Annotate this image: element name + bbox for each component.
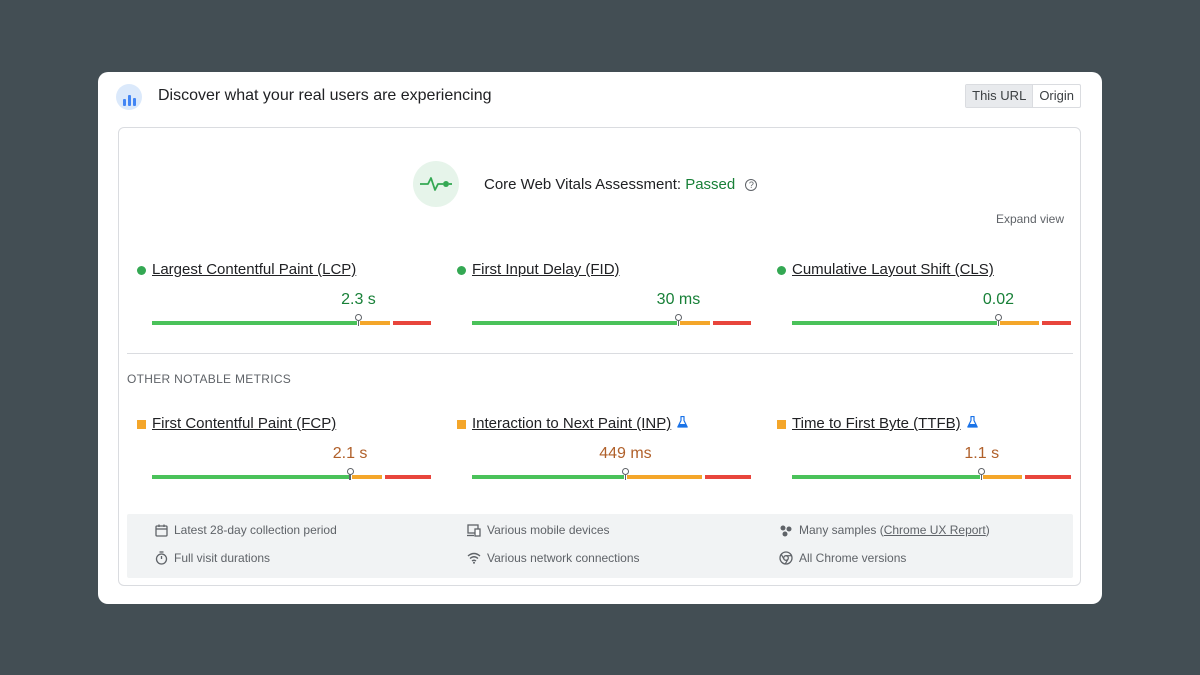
devices-icon xyxy=(467,523,481,537)
metric-value: 2.3 s xyxy=(341,291,376,308)
poor-segment xyxy=(385,475,431,479)
good-rating-dot-icon xyxy=(137,266,146,275)
poor-segment xyxy=(393,321,431,325)
toggle-this-url[interactable]: This URL xyxy=(966,85,1034,107)
timer-icon xyxy=(155,551,168,565)
distribution-bar xyxy=(152,468,431,480)
good-segment xyxy=(792,475,981,479)
metric-largest-contentful-paint: Largest Contentful Paint (LCP) 2.3 s xyxy=(137,261,437,331)
p75-marker-line xyxy=(349,474,351,480)
distribution-bar xyxy=(792,314,1071,326)
assessment-status: Passed xyxy=(685,176,736,193)
footer-info: Latest 28-day collection period Various … xyxy=(127,514,1073,578)
needs-improvement-square-icon xyxy=(777,420,786,429)
p75-marker-line xyxy=(624,474,627,480)
distribution-bar xyxy=(152,314,431,326)
toggle-origin[interactable]: Origin xyxy=(1039,88,1074,103)
card-title: Discover what your real users are experi… xyxy=(158,87,492,104)
metric-value: 1.1 s xyxy=(964,445,1000,462)
good-segment xyxy=(472,475,624,479)
assessment-title: Core Web Vitals Assessment: Passed ? xyxy=(484,176,758,193)
good-segment xyxy=(152,475,349,479)
needs-improvement-segment xyxy=(983,475,1023,479)
p75-marker-line xyxy=(980,474,983,480)
needs-improvement-square-icon xyxy=(457,420,466,429)
chrome-ux-report-link[interactable]: Chrome UX Report xyxy=(883,523,986,537)
metric-name-link[interactable]: Largest Contentful Paint (LCP) xyxy=(152,261,357,278)
needs-improvement-segment xyxy=(626,475,703,479)
footer-item-visit-durations: Full visit durations xyxy=(155,551,270,565)
heartbeat-icon xyxy=(413,161,459,207)
needs-improvement-segment xyxy=(679,321,711,325)
footer-item-chrome-versions: All Chrome versions xyxy=(779,551,906,565)
footer-item-network: Various network connections xyxy=(467,551,640,565)
expand-view-link[interactable]: Expand view xyxy=(995,212,1064,226)
distribution-bar xyxy=(472,314,751,326)
p75-marker-line xyxy=(357,320,360,326)
experimental-flask-icon xyxy=(677,415,688,431)
users-icon xyxy=(780,525,792,536)
metric-cumulative-layout-shift: Cumulative Layout Shift (CLS) 0.02 xyxy=(777,261,1077,331)
good-segment xyxy=(152,321,357,325)
poor-segment xyxy=(1041,321,1071,325)
distribution-bar xyxy=(472,468,751,480)
metric-name-link[interactable]: First Contentful Paint (FCP) xyxy=(152,415,337,432)
metric-value: 0.02 xyxy=(982,291,1015,308)
p75-marker-line xyxy=(677,320,680,326)
poor-segment xyxy=(705,475,751,479)
chrome-icon xyxy=(779,551,793,565)
section-divider xyxy=(127,353,1073,354)
metrics-panel: Core Web Vitals Assessment: Passed ? Exp… xyxy=(118,127,1081,586)
field-data-card: Discover what your real users are experi… xyxy=(98,72,1102,604)
experimental-flask-icon xyxy=(967,415,978,431)
footer-item-samples: Many samples (Chrome UX Report) xyxy=(779,523,990,537)
metric-value: 449 ms xyxy=(599,445,652,462)
footer-item-collection-period: Latest 28-day collection period xyxy=(155,523,337,537)
needs-improvement-segment xyxy=(999,321,1039,325)
good-segment xyxy=(792,321,997,325)
needs-improvement-segment xyxy=(359,321,391,325)
poor-segment xyxy=(1025,475,1071,479)
p75-marker-line xyxy=(997,320,1000,326)
good-segment xyxy=(472,321,677,325)
calendar-icon xyxy=(155,524,168,537)
needs-improvement-square-icon xyxy=(137,420,146,429)
other-metrics-heading: OTHER NOTABLE METRICS xyxy=(127,372,292,386)
good-rating-dot-icon xyxy=(777,266,786,275)
metric-first-contentful-paint: First Contentful Paint (FCP) 2.1 s xyxy=(137,415,437,485)
metric-name-link[interactable]: Interaction to Next Paint (INP) xyxy=(472,415,672,432)
metric-name-link[interactable]: Time to First Byte (TTFB) xyxy=(792,415,961,432)
metric-time-to-first-byte: Time to First Byte (TTFB) 1.1 s xyxy=(777,415,1077,485)
crux-bars-icon xyxy=(116,84,142,110)
metric-value: 30 ms xyxy=(656,291,701,308)
needs-improvement-segment xyxy=(351,475,383,479)
metric-interaction-to-next-paint: Interaction to Next Paint (INP) 449 ms xyxy=(457,415,757,485)
assessment-label: Core Web Vitals Assessment: xyxy=(484,176,682,193)
metric-first-input-delay: First Input Delay (FID) 30 ms xyxy=(457,261,757,331)
question-circle-icon[interactable]: ? xyxy=(745,179,758,191)
poor-segment xyxy=(713,321,751,325)
footer-item-devices: Various mobile devices xyxy=(467,523,610,537)
metric-name-link[interactable]: First Input Delay (FID) xyxy=(472,261,620,278)
metric-value: 2.1 s xyxy=(332,445,368,462)
wifi-icon xyxy=(467,552,481,564)
distribution-bar xyxy=(792,468,1071,480)
url-origin-toggle[interactable]: This URL Origin xyxy=(965,84,1081,108)
metric-name-link[interactable]: Cumulative Layout Shift (CLS) xyxy=(792,261,994,278)
good-rating-dot-icon xyxy=(457,266,466,275)
